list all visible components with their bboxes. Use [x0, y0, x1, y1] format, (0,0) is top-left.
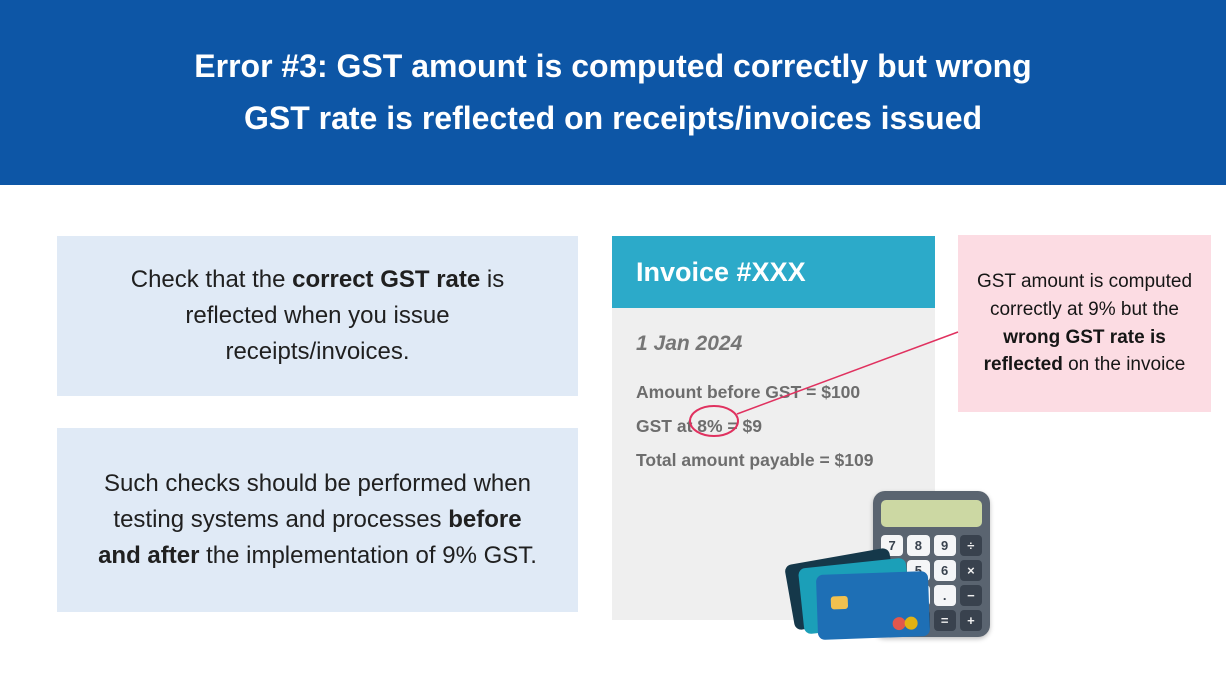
- callout-pre: GST amount is computed correctly at 9% b…: [976, 271, 1193, 320]
- banner-title-line2: GST rate is reflected on receipts/invoic…: [243, 99, 983, 136]
- invoice-amount-line: Amount before GST = $100: [636, 382, 861, 402]
- note-text: Check that the correct GST rate is refle…: [93, 262, 542, 370]
- gst-line-post: = $9: [722, 416, 762, 436]
- callout-bold: wrong GST rate is reflected: [983, 326, 1166, 376]
- note2-pre: Such checks should be performed when tes…: [104, 470, 531, 533]
- callout-post: on the invoice: [1062, 354, 1186, 376]
- calculator-display: [881, 500, 982, 527]
- calc-key: +: [959, 610, 982, 631]
- callout-card: GST amount is computed correctly at 9% b…: [958, 235, 1211, 412]
- calc-key: ×: [959, 560, 982, 581]
- banner-title-line1: Error #3: GST amount is computed correct…: [194, 48, 1032, 85]
- invoice-header: Invoice #XXX: [612, 236, 935, 308]
- calc-key: 6: [933, 560, 956, 581]
- invoice-gst-line: GST at 8% = $9: [636, 416, 911, 437]
- calc-key: 9: [933, 535, 956, 556]
- note1-pre: Check that the: [130, 266, 293, 293]
- calc-key: =: [933, 610, 956, 631]
- calc-key: .: [933, 585, 956, 606]
- calc-key: −: [959, 585, 982, 606]
- gst-rate-highlight: 8%: [697, 416, 723, 436]
- credit-card-front: [815, 571, 931, 640]
- invoice-body: 1 Jan 2024 Amount before GST = $100 GST …: [612, 308, 935, 471]
- note1-post: is reflected when you issue receipts/inv…: [185, 266, 505, 365]
- note-card-check-rate: Check that the correct GST rate is refle…: [57, 236, 578, 396]
- note1-bold: correct GST rate: [292, 266, 481, 293]
- note-card-testing: Such checks should be performed when tes…: [57, 428, 578, 612]
- note-text: Such checks should be performed when tes…: [93, 466, 542, 574]
- card-chip-icon: [830, 595, 849, 610]
- calc-key: 8: [907, 535, 930, 556]
- invoice-date: 1 Jan 2024: [636, 332, 743, 355]
- note2-post: the implementation of 9% GST.: [199, 542, 537, 569]
- callout-text: GST amount is computed correctly at 9% b…: [976, 268, 1193, 378]
- card-circles-icon: [892, 616, 918, 631]
- header-banner: Error #3: GST amount is computed correct…: [0, 0, 1226, 185]
- calc-key: ÷: [959, 535, 982, 556]
- gst-line-pre: GST at: [636, 416, 698, 436]
- invoice-title: Invoice #XXX: [636, 256, 806, 287]
- invoice-total-line: Total amount payable = $109: [636, 450, 874, 470]
- note2-bold: before and after: [98, 506, 522, 569]
